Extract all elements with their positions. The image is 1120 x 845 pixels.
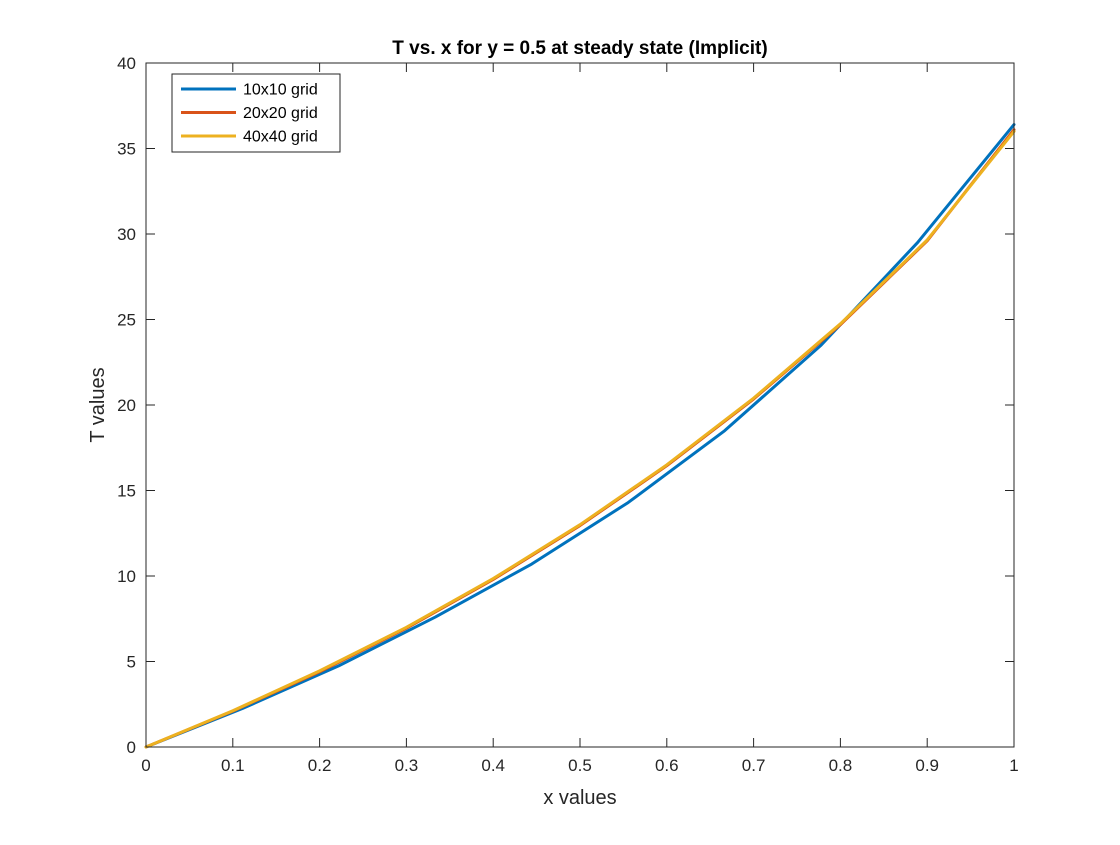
y-tick-label: 35: [117, 140, 136, 159]
x-tick-label: 0.1: [221, 756, 245, 775]
y-tick-label: 30: [117, 225, 136, 244]
x-tick-label: 0.7: [742, 756, 766, 775]
y-tick-label: 5: [127, 653, 136, 672]
x-tick-label: 0.8: [829, 756, 853, 775]
legend: 10x10 grid 20x20 grid 40x40 grid: [171, 73, 341, 153]
y-tick-label: 0: [127, 738, 136, 757]
y-tick-label: 10: [117, 567, 136, 586]
y-tick-label: 15: [117, 482, 136, 501]
x-tick-label: 0: [141, 756, 150, 775]
chart-title: T vs. x for y = 0.5 at steady state (Imp…: [392, 38, 767, 59]
x-tick-label: 0.9: [915, 756, 939, 775]
ticks-layer: 0 0.1 0.2 0.3 0.4 0.5 0.6 0.7 0.8 0.9 105101520253…: [117, 54, 1019, 775]
legend-entry-3: 40x40 grid: [243, 129, 318, 146]
plot-area: [146, 63, 1014, 747]
series-line-3: [144, 129, 1016, 749]
y-tick-label: 25: [117, 311, 136, 330]
y-tick-label: 20: [117, 396, 136, 415]
series-layer: [144, 123, 1016, 749]
x-tick-label: 1: [1009, 756, 1018, 775]
x-axis-label: x values: [543, 787, 616, 809]
legend-entry-2: 20x20 grid: [243, 105, 318, 122]
x-tick-label: 0.5: [568, 756, 592, 775]
x-tick-label: 0.4: [481, 756, 505, 775]
x-tick-label: 0.3: [395, 756, 419, 775]
x-tick-label: 0.6: [655, 756, 679, 775]
y-axis-label: T values: [87, 367, 109, 442]
legend-entry-1: 10x10 grid: [243, 82, 318, 99]
x-tick-label: 0.2: [308, 756, 332, 775]
y-tick-label: 40: [117, 54, 136, 73]
